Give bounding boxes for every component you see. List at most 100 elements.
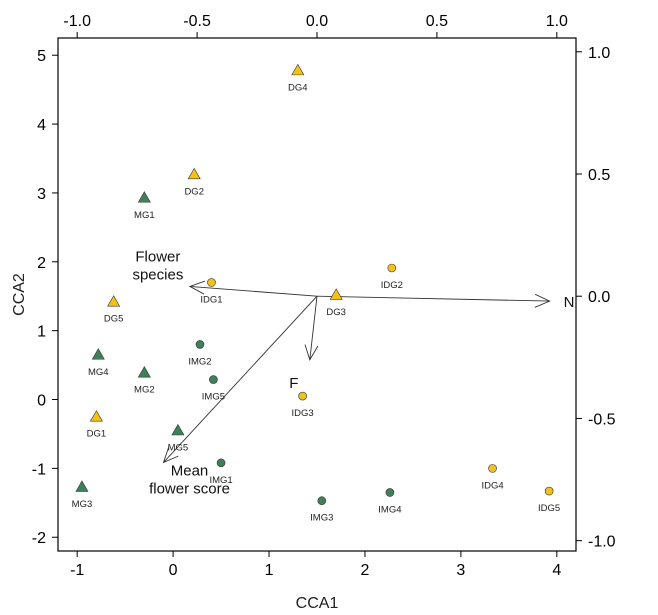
y-tick-label: 2 [37, 255, 46, 272]
y-tick-label: -2 [32, 530, 46, 547]
arrow-shaft [309, 296, 318, 360]
point-label: IMG5 [202, 392, 225, 403]
plot-border [57, 37, 577, 552]
top-tick-label: 0.0 [306, 13, 328, 30]
data-point: MG1 [134, 191, 155, 221]
triangle-marker [187, 167, 201, 180]
x-tick-label: 3 [456, 562, 465, 579]
triangle-marker [171, 423, 185, 436]
point-label: MG4 [88, 367, 109, 378]
triangle-marker [291, 63, 305, 76]
circle-marker [298, 391, 307, 401]
point-label: DG4 [288, 82, 308, 93]
triangle-marker [137, 191, 151, 203]
arrow-label: Flower species [132, 248, 183, 283]
triangle-marker [91, 348, 105, 360]
data-point: IDG2 [381, 263, 403, 291]
data-point: IMG2 [188, 340, 212, 367]
data-point: MG2 [134, 366, 155, 396]
point-label: IDG4 [481, 480, 503, 491]
arrow-label-line: Flower [135, 248, 180, 265]
circle-marker [195, 340, 205, 349]
top-tick-label: -1.0 [63, 13, 91, 30]
circle-marker [317, 496, 327, 506]
arrow-label-line: Mean [171, 462, 209, 479]
point-label: DG5 [104, 314, 124, 325]
arrow-label: Mean flower score [149, 462, 230, 497]
data-point: MG4 [88, 348, 109, 378]
triangle-marker [137, 366, 151, 378]
circle-marker [387, 263, 397, 273]
data-point: IMG5 [202, 375, 225, 403]
plot-frame: -1 0 1 2 3 4 -2 -1 0 1 2 3 4 5 -1.0 -0.5 0.0 0.5 1.0 -1.0 -0… [32, 13, 616, 579]
data-point: IDG4 [481, 464, 504, 491]
x-tick-label: 0 [169, 562, 178, 579]
data-point: DG5 [104, 295, 124, 325]
data-point: DG2 [184, 167, 204, 197]
point-label: IMG4 [378, 504, 401, 515]
data-point: IMG3 [310, 496, 333, 524]
arrow-label-line: species [132, 266, 183, 283]
arrow-shaft [316, 295, 550, 302]
biplot-arrows: N Flower species F Mean flower score [132, 248, 574, 497]
point-label: MG5 [168, 442, 189, 453]
arrow-vector: Mean flower score [149, 295, 318, 497]
point-label: IMG1 [209, 475, 232, 486]
point-label: IMG3 [310, 513, 333, 524]
y-tick-label: 1 [37, 324, 46, 341]
point-label: MG2 [134, 385, 155, 396]
point-label: DG2 [184, 186, 204, 197]
y-axis-label: CCA2 [11, 273, 28, 316]
right-tick-label: 0.0 [588, 289, 610, 306]
right-tick-label: -1.0 [588, 534, 616, 551]
data-point: IDG3 [292, 391, 314, 419]
arrow-head [162, 447, 179, 464]
data-point: DG1 [87, 410, 107, 440]
x-tick-label: 1 [265, 562, 274, 579]
y-tick-label: 4 [37, 117, 46, 134]
triangle-marker [75, 480, 89, 492]
y-tick-label: 0 [37, 393, 46, 410]
right-tick-label: -0.5 [588, 411, 616, 428]
point-label: MG1 [134, 210, 155, 221]
x-tick-label: -1 [70, 562, 84, 579]
y-tick-label: 3 [37, 186, 46, 203]
arrow-label: N [564, 294, 575, 311]
arrow-label-line: F [289, 375, 298, 392]
circle-marker [385, 488, 395, 497]
x-tick-label: 2 [361, 562, 370, 579]
point-label: IDG1 [200, 294, 222, 305]
data-point: MG3 [72, 480, 92, 510]
point-label: IDG2 [381, 280, 403, 291]
top-tick-label: -0.5 [183, 13, 211, 30]
data-point: IDG5 [538, 486, 560, 514]
data-point: MG5 [168, 423, 189, 453]
triangle-marker [89, 410, 103, 422]
arrow-head [534, 293, 551, 308]
arrow-label: F [289, 375, 298, 392]
circle-marker [488, 464, 497, 473]
point-label: IDG5 [538, 503, 560, 514]
circle-marker [216, 458, 226, 468]
top-tick-label: 1.0 [546, 13, 568, 30]
arrow-shaft [189, 285, 318, 297]
data-point: IMG4 [378, 488, 402, 515]
data-point: IDG1 [200, 278, 223, 305]
point-label: IDG3 [292, 408, 314, 419]
circle-marker [544, 486, 554, 496]
circle-marker [207, 278, 216, 287]
arrow-label-line: flower score [149, 480, 230, 497]
y-tick-label: -1 [32, 461, 46, 478]
data-point: DG4 [288, 63, 308, 93]
scatter-points: DG4 DG2 MG1 IDG1 IDG2 DG3 DG5 IMG2 MG4 MG2 IMG5 IDG… [72, 63, 560, 524]
arrow-vector: Flower species [132, 248, 318, 297]
arrow-vector: F [289, 296, 319, 392]
arrow-head [304, 344, 319, 361]
right-tick-label: 1.0 [588, 45, 610, 62]
point-label: IMG2 [188, 356, 211, 367]
x-tick-label: 4 [552, 562, 561, 579]
point-label: DG3 [326, 307, 346, 318]
circle-marker [209, 375, 218, 384]
point-label: DG1 [87, 429, 107, 440]
